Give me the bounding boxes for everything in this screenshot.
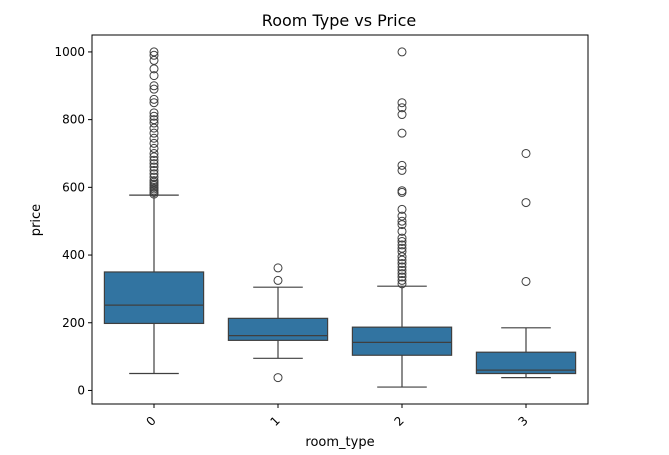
outlier-point [397,204,407,214]
y-tick-label: 600 [62,180,85,194]
outlier-point [273,275,283,285]
outlier-point [149,71,159,81]
y-tick-label: 200 [62,316,85,330]
box-group-0 [103,47,205,375]
outlier-point [149,94,159,104]
outlier-point [149,133,159,143]
outlier-point [149,172,159,182]
outlier-point [273,263,283,273]
x-tick-label: 2 [392,414,407,429]
outlier-point [397,47,407,57]
outlier-point [397,216,407,226]
outlier-point [397,186,407,196]
outlier-point [397,275,407,285]
box-group-3 [475,148,577,379]
plot-area [103,47,577,388]
outlier-point [397,240,407,250]
outlier-point [273,373,283,383]
outlier-point [397,259,407,269]
outlier-point [149,148,159,158]
outlier-point [397,233,407,243]
x-tick-label: 3 [516,414,531,429]
box-iqr [475,351,577,375]
y-tick-label: 1000 [54,45,85,59]
outlier-point [149,47,159,57]
outlier-point [149,84,159,94]
outlier-point [149,169,159,179]
outlier-point [149,108,159,118]
outlier-point [397,211,407,221]
outlier-point [149,118,159,128]
outlier-point [397,247,407,257]
y-tick-label: 0 [77,383,85,397]
outlier-point [397,110,407,120]
outlier-point [149,81,159,91]
y-axis: 0 200 400 600 800 1000 [54,45,92,397]
box-iqr [103,271,205,325]
outlier-point [149,176,159,186]
outlier-point [149,138,159,148]
x-axis-label: room_type [305,435,374,450]
outlier-point [397,226,407,236]
outlier-point [397,269,407,279]
box-group-1 [227,263,329,383]
box-group-2 [351,47,453,388]
outlier-point [149,155,159,165]
outlier-point [397,103,407,113]
y-axis-label: price [29,204,44,236]
y-tick-label: 400 [62,248,85,262]
outlier-point [397,98,407,108]
chart-title: Room Type vs Price [262,11,416,30]
outlier-point [149,165,159,175]
outlier-point [149,98,159,108]
y-tick-label: 800 [62,113,85,127]
box-iqr [351,326,453,356]
outlier-point [521,198,531,208]
outlier-point [397,265,407,275]
x-tick-label: 0 [144,414,159,429]
outlier-point [149,115,159,125]
outlier-point [521,148,531,158]
outlier-point [149,143,159,153]
outlier-point [149,159,159,169]
outlier-point [521,276,531,286]
outlier-point [149,50,159,60]
x-axis: 0 1 2 3 [144,404,531,429]
outlier-point [397,243,407,253]
outlier-point [149,162,159,172]
outlier-point [397,262,407,272]
outlier-point [397,128,407,138]
outlier-point [397,279,407,289]
outlier-point [397,165,407,175]
outlier-point [397,160,407,170]
box-iqr [227,317,329,341]
outlier-point [149,111,159,121]
outlier-point [397,237,407,247]
outlier-point [397,272,407,282]
outlier-point [149,128,159,138]
x-tick-label: 1 [268,414,283,429]
axes-frame [91,34,589,405]
